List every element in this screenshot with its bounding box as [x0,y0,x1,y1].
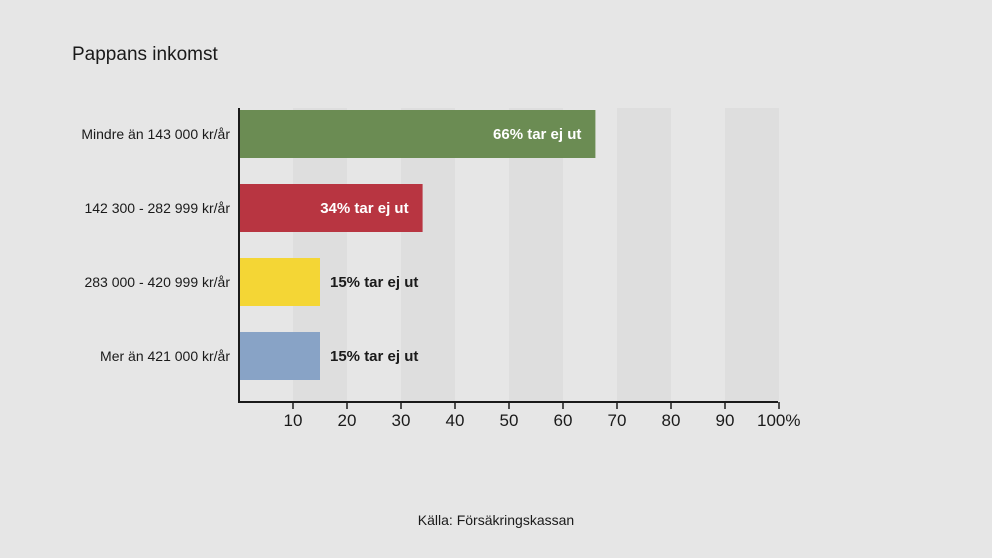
category-label: 283 000 - 420 999 kr/år [84,274,230,290]
bar-1 [240,110,596,158]
grid-bands [293,108,779,401]
x-tick-label: 10 [284,411,303,430]
grid-band [725,108,779,401]
bar-4 [240,332,320,380]
bars [240,110,596,380]
x-ticks: 10 20 30 40 50 60 70 80 90 100% [284,402,800,430]
grid-band [617,108,671,401]
category-label: Mindre än 143 000 kr/år [81,126,230,142]
x-tick-label: 50 [500,411,519,430]
data-label: 66% tar ej ut [493,126,581,143]
data-labels: 66% tar ej ut 34% tar ej ut 15% tar ej ut 1… [320,126,581,365]
data-label: 15% tar ej ut [330,274,418,291]
data-label: 34% tar ej ut [320,200,408,217]
x-tick-label: 90 [716,411,735,430]
bar-2 [240,184,423,232]
category-labels: Mindre än 143 000 kr/år 142 300 - 282 999… [81,126,230,364]
source-note: Källa: Försäkringskassan [417,512,575,528]
bar-3 [240,258,320,306]
x-tick-label: 100% [757,411,800,430]
category-label: 142 300 - 282 999 kr/år [84,200,230,216]
x-tick-label: 80 [662,411,681,430]
category-label: Mer än 421 000 kr/år [100,348,230,364]
x-tick-label: 60 [554,411,573,430]
chart-title: Pappans inkomst [72,44,218,65]
x-tick-label: 70 [608,411,627,430]
x-tick-label: 20 [338,411,357,430]
data-label: 15% tar ej ut [330,348,418,365]
x-tick-label: 40 [446,411,465,430]
x-tick-label: 30 [392,411,411,430]
